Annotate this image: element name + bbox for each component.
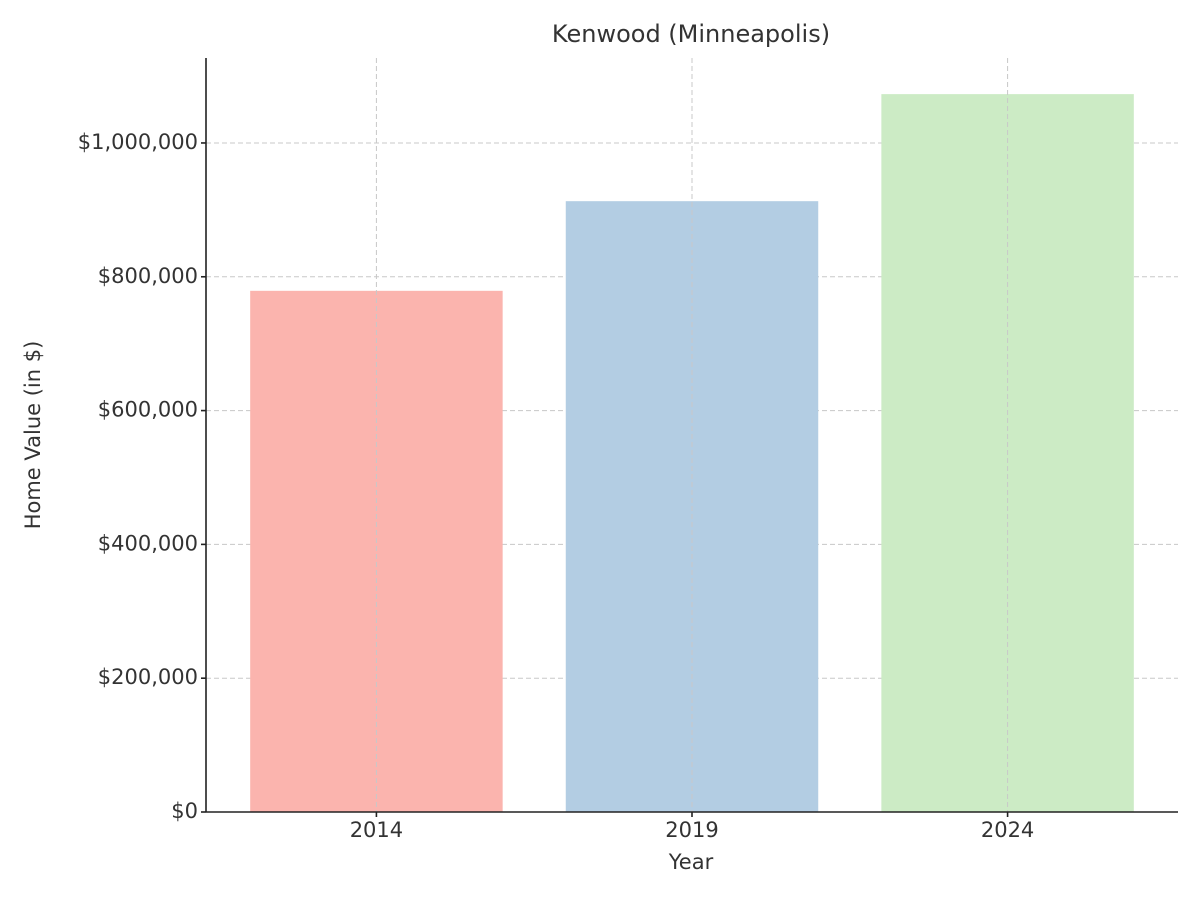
x-tick-label: 2019 [665, 818, 718, 842]
x-tick-label: 2014 [350, 818, 403, 842]
x-tick-label: 2024 [981, 818, 1034, 842]
chart-title: Kenwood (Minneapolis) [552, 20, 830, 48]
x-axis-label: Year [668, 850, 714, 874]
y-tick-label: $200,000 [98, 665, 198, 689]
y-tick-label: $400,000 [98, 531, 198, 555]
y-tick-label: $600,000 [98, 398, 198, 422]
y-tick-label: $0 [171, 799, 198, 823]
y-tick-label: $1,000,000 [78, 130, 198, 154]
y-tick-label: $800,000 [98, 264, 198, 288]
y-axis-label: Home Value (in $) [21, 341, 45, 530]
